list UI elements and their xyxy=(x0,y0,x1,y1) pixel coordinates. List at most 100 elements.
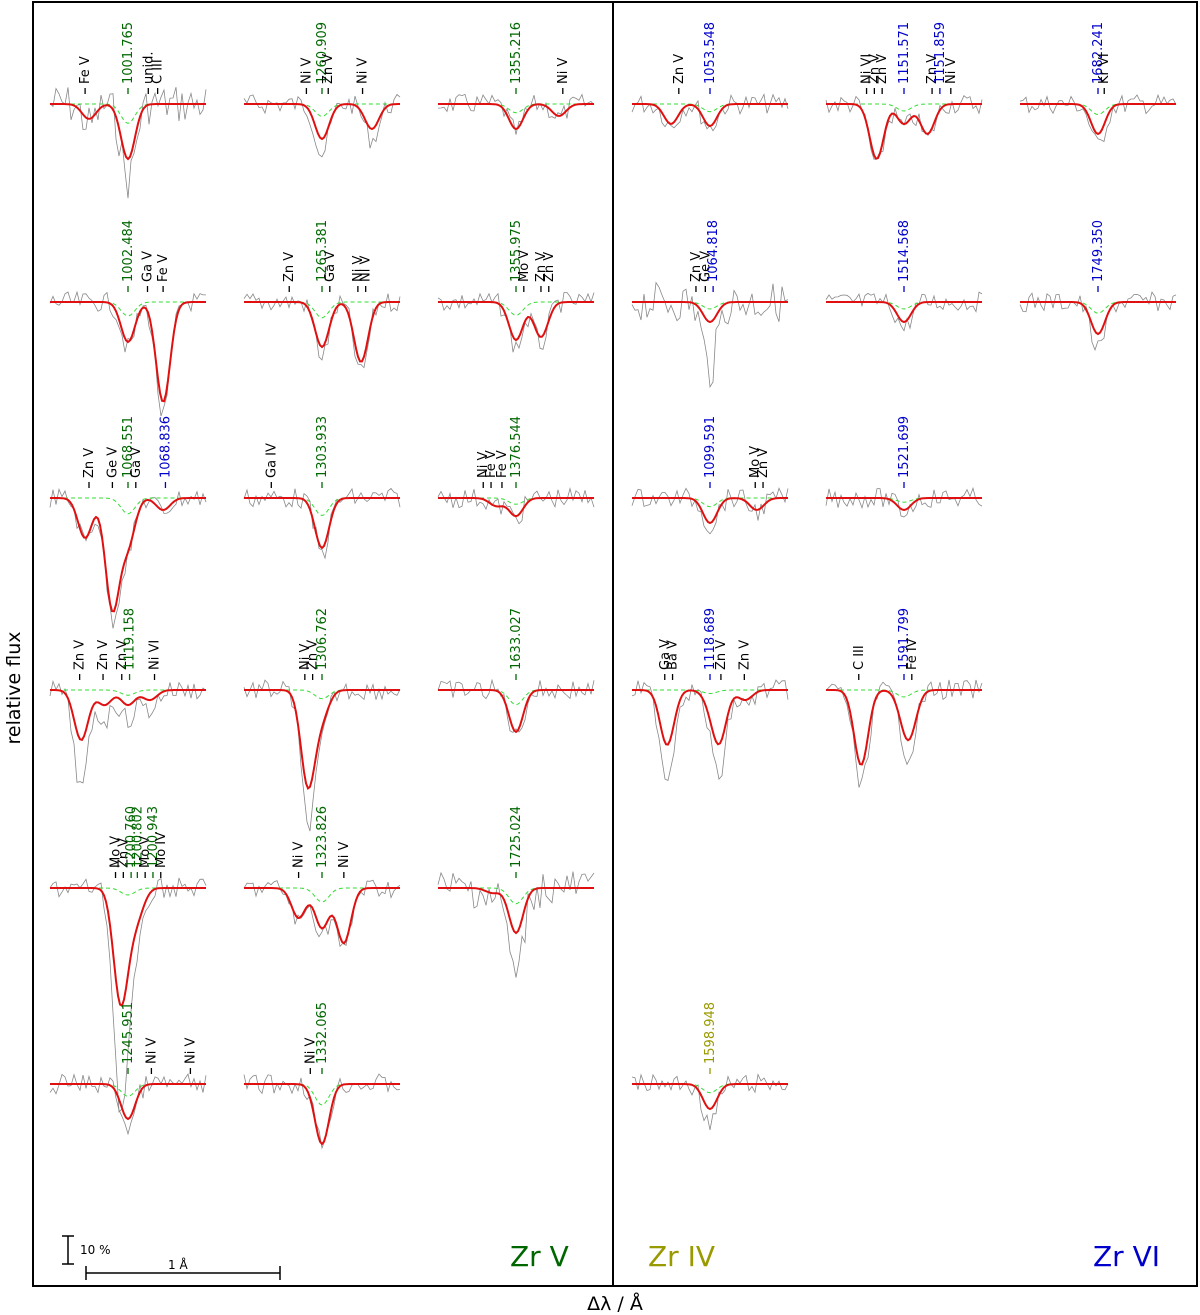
line-id-label: 1355.975 xyxy=(509,220,524,282)
line-id-label: C III xyxy=(852,645,867,670)
line-id-label: Kr VI xyxy=(1097,53,1112,84)
zr-component-profile xyxy=(438,103,594,114)
line-id-label: Ni V xyxy=(356,58,371,84)
model-spectrum xyxy=(438,689,594,734)
model-spectrum xyxy=(50,497,206,613)
observed-spectrum xyxy=(49,1073,207,1136)
zr-component-profile xyxy=(244,887,400,903)
line-id-label: 1200.760 xyxy=(124,806,139,868)
line-id-label: Zn V xyxy=(925,54,940,84)
flux-scale-label: 10 % xyxy=(80,1243,111,1257)
model-spectrum xyxy=(826,689,982,766)
observed-spectrum xyxy=(49,290,206,417)
observed-spectrum xyxy=(631,281,789,389)
line-id-label: Ga IV xyxy=(264,443,279,478)
observed-spectrum xyxy=(243,879,401,948)
line-id-label: Mo V xyxy=(138,836,153,868)
line-id-label: Ni V xyxy=(292,842,307,868)
line-id-label: 1332.065 xyxy=(315,1002,330,1064)
line-id-label: Mo V xyxy=(109,836,124,868)
line-id-label: 1265.381 xyxy=(315,220,330,282)
model-spectrum xyxy=(244,1083,400,1146)
line-id-label: Ni V xyxy=(351,256,366,282)
model-spectrum xyxy=(632,1083,788,1111)
observed-spectrum xyxy=(825,486,983,518)
line-id-label: 1119.158 xyxy=(123,608,138,670)
observed-spectrum xyxy=(243,293,401,369)
line-id-label: 1002.484 xyxy=(121,220,136,282)
line-id-label: 1260.909 xyxy=(315,22,330,84)
zr-component-profile xyxy=(50,887,206,896)
line-id-label: 1001.765 xyxy=(121,22,136,84)
observed-spectrum xyxy=(1019,93,1177,143)
line-id-label: Ni V xyxy=(144,1038,159,1064)
model-spectrum xyxy=(826,301,982,324)
line-id-label: Zn V xyxy=(82,448,97,478)
observed-spectrum xyxy=(437,292,595,353)
line-id-label: Zn V xyxy=(116,838,131,868)
zr-component-profile xyxy=(826,103,982,112)
line-id-label: Ga V xyxy=(141,251,156,282)
observed-spectrum xyxy=(631,1073,789,1130)
line-id-label: 1306.762 xyxy=(315,608,330,670)
line-id-label: 1725.024 xyxy=(509,806,524,868)
line-id-label: Zn V xyxy=(714,640,729,670)
model-spectrum xyxy=(632,103,788,128)
zr-component-profile xyxy=(632,689,788,695)
model-spectrum xyxy=(50,103,206,161)
line-id-label: 1521.699 xyxy=(897,416,912,478)
observed-spectrum xyxy=(243,1073,401,1150)
line-id-label: 1064.818 xyxy=(706,220,721,282)
model-spectrum xyxy=(50,887,206,1008)
zr-component-profile xyxy=(826,497,982,503)
observed-spectrum xyxy=(437,871,595,978)
model-spectrum xyxy=(50,301,206,403)
ion-label-zr6: Zr VI xyxy=(1093,1240,1160,1273)
line-id-label: Zn V xyxy=(282,252,297,282)
zr-component-profile xyxy=(50,301,206,317)
panel-1598.948: 1598.948 xyxy=(631,1002,789,1130)
line-id-label: 1749.350 xyxy=(1091,220,1106,282)
zr-component-profile xyxy=(244,103,400,117)
line-id-label: Zn V xyxy=(737,640,752,670)
line-id-label: 1682.241 xyxy=(1091,22,1106,84)
line-id-label: Fe V xyxy=(156,254,171,282)
panel-1323.826: Ni V 1323.826 Ni V xyxy=(243,806,401,948)
line-id-label: 1053.548 xyxy=(703,22,718,84)
model-spectrum xyxy=(438,301,594,342)
observed-spectrum xyxy=(243,487,401,560)
panel-1002.484: 1002.484 Ga V Fe V xyxy=(49,220,206,417)
zr-component-profile xyxy=(826,689,982,698)
line-id-label: Zn V xyxy=(115,640,130,670)
zr-component-profile xyxy=(244,1083,400,1106)
observed-spectrum xyxy=(437,487,595,525)
line-id-label: Ni V xyxy=(556,58,571,84)
line-id-label: C III xyxy=(151,59,166,84)
line-id-label: Ni V xyxy=(183,1038,198,1064)
observed-spectrum xyxy=(1019,291,1177,352)
line-id-label: Zn V xyxy=(875,54,890,84)
zr-component-profile xyxy=(826,301,982,310)
model-spectrum xyxy=(50,1083,206,1121)
line-id-label: Ba V xyxy=(666,640,681,670)
ion-label-zr5: Zr V xyxy=(510,1240,569,1273)
panel-1355.216: 1355.216 Ni V xyxy=(437,22,595,135)
line-id-label: Ni V xyxy=(337,842,352,868)
zr-component-profile xyxy=(1020,301,1176,314)
line-id-label: 1376.544 xyxy=(509,416,524,478)
observed-spectrum xyxy=(437,93,595,135)
line-id-label: 1598.948 xyxy=(703,1002,718,1064)
zr-component-profile xyxy=(50,1083,206,1097)
panel-1725.024: 1725.024 xyxy=(437,806,595,978)
zr-component-profile xyxy=(632,1083,788,1094)
line-id-label: Zn V xyxy=(672,54,687,84)
line-id-label: Ga V xyxy=(658,639,673,670)
model-spectrum xyxy=(244,301,400,363)
